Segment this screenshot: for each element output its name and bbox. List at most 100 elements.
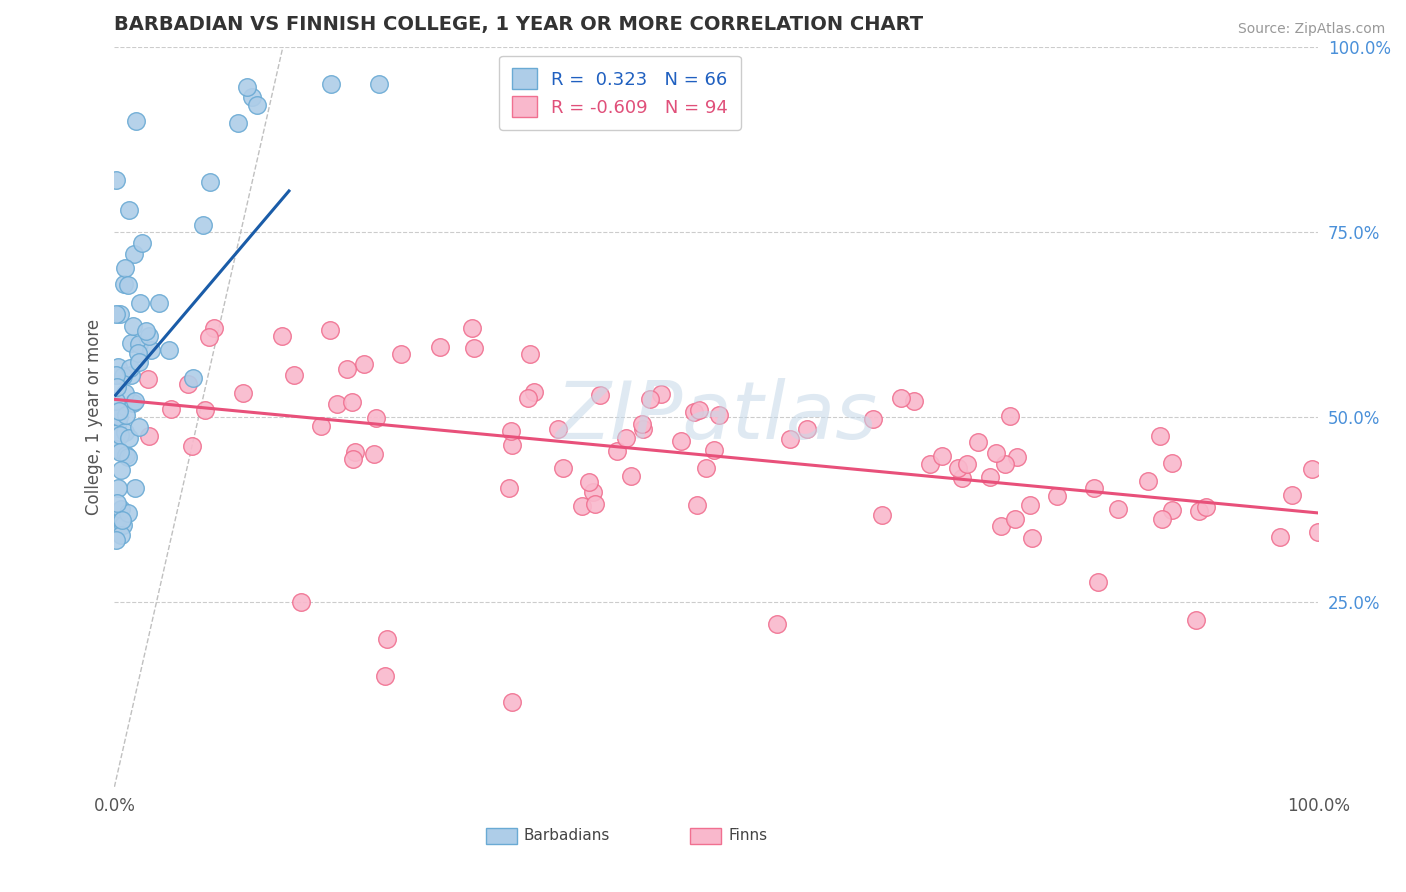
Point bbox=[571, 500, 593, 514]
Point bbox=[1149, 429, 1171, 443]
Text: BARBADIAN VS FINNISH COLLEGE, 1 YEAR OR MORE CORRELATION CHART: BARBADIAN VS FINNISH COLLEGE, 1 YEAR OR … bbox=[114, 15, 924, 34]
Point bbox=[110, 463, 132, 477]
Point bbox=[368, 77, 391, 91]
Point bbox=[1188, 504, 1211, 518]
Point bbox=[117, 431, 139, 445]
Point bbox=[683, 405, 706, 419]
Point bbox=[232, 386, 254, 401]
Point bbox=[578, 475, 600, 489]
Point bbox=[375, 632, 398, 646]
FancyBboxPatch shape bbox=[690, 828, 721, 844]
Point bbox=[1087, 574, 1109, 589]
Point bbox=[104, 442, 127, 456]
Point bbox=[200, 175, 222, 189]
Point bbox=[104, 533, 127, 547]
Point bbox=[1019, 498, 1042, 512]
Text: Barbadians: Barbadians bbox=[523, 829, 610, 844]
Point bbox=[138, 329, 160, 343]
Point bbox=[108, 404, 131, 418]
Text: Finns: Finns bbox=[728, 829, 768, 844]
Point bbox=[499, 424, 522, 438]
Point bbox=[138, 429, 160, 443]
Point bbox=[707, 408, 730, 422]
Point bbox=[108, 307, 131, 321]
Point bbox=[688, 402, 710, 417]
Point bbox=[640, 392, 662, 406]
Point bbox=[547, 422, 569, 436]
Point bbox=[125, 113, 148, 128]
Point bbox=[501, 438, 523, 452]
FancyBboxPatch shape bbox=[485, 828, 516, 844]
Legend: R =  0.323   N = 66, R = -0.609   N = 94: R = 0.323 N = 66, R = -0.609 N = 94 bbox=[499, 55, 741, 130]
Point bbox=[1046, 489, 1069, 503]
Point bbox=[128, 420, 150, 434]
Point bbox=[669, 434, 692, 448]
Point bbox=[685, 498, 707, 512]
Point bbox=[583, 497, 606, 511]
Point bbox=[107, 360, 129, 375]
Point bbox=[120, 335, 142, 350]
Point bbox=[966, 434, 988, 449]
Point bbox=[202, 320, 225, 334]
Point bbox=[319, 323, 342, 337]
Point bbox=[523, 384, 546, 399]
Point bbox=[374, 669, 396, 683]
Point bbox=[124, 481, 146, 495]
Point bbox=[157, 343, 180, 358]
Point bbox=[950, 471, 973, 485]
Point bbox=[606, 443, 628, 458]
Point bbox=[124, 247, 146, 261]
Point bbox=[240, 90, 263, 104]
Point bbox=[139, 343, 162, 357]
Point bbox=[226, 116, 249, 130]
Point bbox=[1195, 500, 1218, 515]
Point bbox=[110, 513, 132, 527]
Point bbox=[111, 518, 134, 533]
Point bbox=[112, 277, 135, 291]
Point bbox=[516, 391, 538, 405]
Point bbox=[128, 354, 150, 368]
Text: Source: ZipAtlas.com: Source: ZipAtlas.com bbox=[1237, 22, 1385, 37]
Point bbox=[931, 449, 953, 463]
Point bbox=[104, 307, 127, 321]
Point bbox=[110, 527, 132, 541]
Point bbox=[630, 417, 652, 431]
Point bbox=[104, 368, 127, 383]
Point bbox=[1308, 524, 1330, 539]
Point bbox=[993, 457, 1015, 471]
Point bbox=[114, 260, 136, 275]
Point bbox=[1150, 512, 1173, 526]
Point bbox=[104, 173, 127, 187]
Point bbox=[114, 425, 136, 439]
Point bbox=[353, 357, 375, 371]
Point bbox=[890, 391, 912, 405]
Point bbox=[128, 337, 150, 351]
Point bbox=[1005, 450, 1028, 464]
Point bbox=[1021, 532, 1043, 546]
Point bbox=[177, 377, 200, 392]
Point bbox=[1268, 530, 1291, 544]
Point bbox=[956, 457, 979, 471]
Point bbox=[271, 328, 294, 343]
Point bbox=[1160, 503, 1182, 517]
Point bbox=[105, 516, 128, 530]
Point bbox=[135, 324, 157, 338]
Point bbox=[551, 461, 574, 475]
Point bbox=[117, 277, 139, 292]
Point bbox=[105, 394, 128, 409]
Point bbox=[107, 416, 129, 430]
Point bbox=[108, 410, 131, 425]
Point bbox=[340, 395, 363, 409]
Point bbox=[138, 372, 160, 386]
Point bbox=[194, 402, 217, 417]
Point bbox=[120, 368, 142, 383]
Point bbox=[1136, 474, 1159, 488]
Point bbox=[498, 482, 520, 496]
Point bbox=[326, 397, 349, 411]
Point bbox=[695, 460, 717, 475]
Point bbox=[104, 513, 127, 527]
Point bbox=[105, 496, 128, 510]
Point bbox=[461, 321, 484, 335]
Point bbox=[703, 443, 725, 458]
Text: ZIPatlas: ZIPatlas bbox=[555, 377, 877, 456]
